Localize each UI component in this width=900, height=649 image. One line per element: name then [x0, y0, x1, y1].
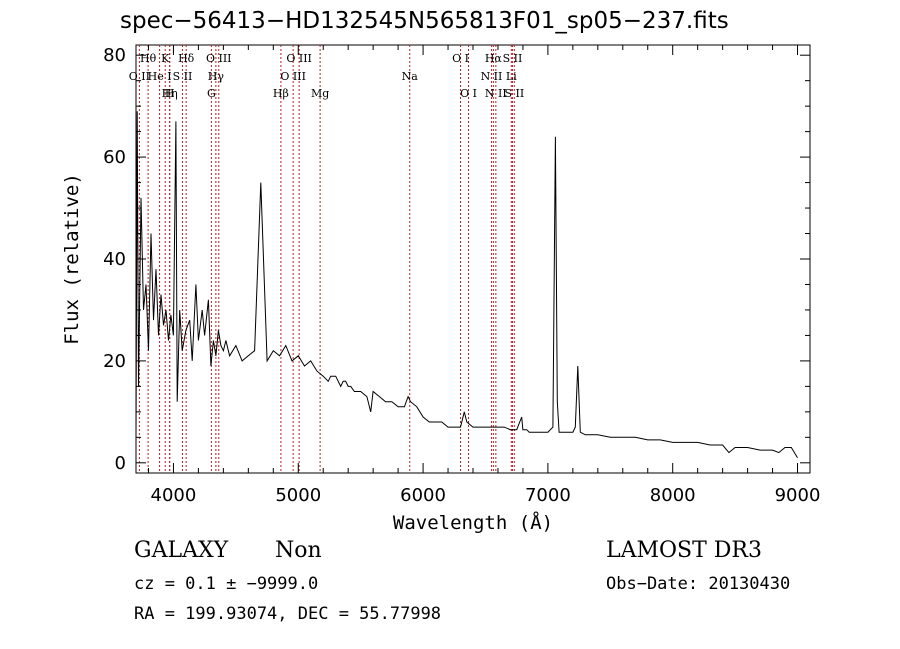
y-axis-label: Flux (relative) [61, 173, 83, 345]
redshift-label: cz = 0.1 ± −9999.0 [134, 574, 319, 594]
y-tick-label: 40 [103, 249, 126, 270]
line-label: Hα [485, 52, 503, 65]
line-label: Hθ [140, 52, 157, 65]
x-tick-label: 9000 [775, 485, 821, 506]
line-label: O I [452, 52, 469, 65]
line-label: Li [506, 70, 517, 83]
line-label: Hη [162, 87, 178, 100]
line-label: H [165, 87, 175, 100]
x-tick-label: 8000 [650, 485, 696, 506]
radec-label: RA = 199.93074, DEC = 55.77998 [134, 604, 442, 624]
line-label: O III [206, 52, 232, 65]
x-tick-label: 6000 [400, 485, 446, 506]
y-tick-label: 20 [103, 351, 126, 372]
x-tick-label: 4000 [151, 485, 197, 506]
line-label: O II [129, 70, 150, 83]
line-label: O I [460, 87, 477, 100]
line-label: S II [173, 70, 193, 83]
line-label: He I [148, 70, 172, 83]
line-label: Na [402, 70, 419, 83]
line-label: K [161, 52, 170, 65]
line-label: G [207, 87, 216, 100]
line-label: S II [504, 87, 524, 100]
spectrum-line [135, 111, 798, 458]
x-tick-label: 7000 [525, 485, 571, 506]
plot-frame [135, 44, 811, 474]
y-tick-label: 60 [103, 147, 126, 168]
line-label: Mg [311, 87, 329, 100]
x-axis-label: Wavelength (Å) [393, 511, 553, 534]
object-subclass: Non [275, 538, 322, 563]
object-class: GALAXY [134, 538, 229, 563]
line-label: Hδ [178, 52, 195, 65]
x-tick-label: 5000 [275, 485, 321, 506]
line-label: Hγ [208, 70, 225, 83]
line-label: S II [503, 52, 523, 65]
y-tick-label: 0 [115, 453, 126, 474]
line-label: N II [485, 87, 507, 100]
obs-date-label: Obs−Date: 20130430 [606, 574, 791, 594]
chart-title: spec−56413−HD132545N565813F01_sp05−237.f… [120, 8, 729, 34]
survey-label: LAMOST DR3 [606, 538, 762, 563]
line-label: O III [280, 70, 306, 83]
line-label: O III [286, 52, 312, 65]
y-tick-label: 80 [103, 45, 126, 66]
line-label: Hβ [273, 87, 289, 100]
line-label: N II [481, 70, 503, 83]
